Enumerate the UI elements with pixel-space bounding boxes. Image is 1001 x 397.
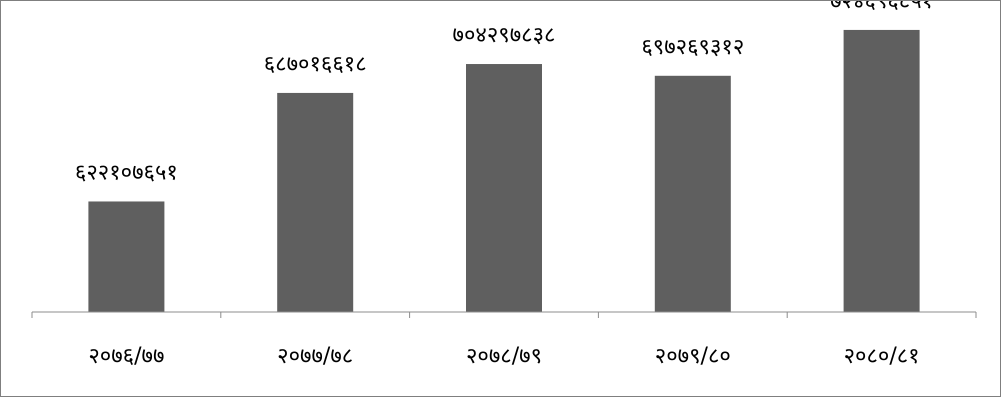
bar xyxy=(654,75,731,313)
x-axis-tick-label: २०७६/७७ xyxy=(88,344,164,369)
x-axis-tick-label: २०७९/८० xyxy=(655,344,731,369)
bar-data-label: ७०४२९७८३८ xyxy=(453,23,556,48)
bar xyxy=(88,201,165,312)
x-axis-tick-label: २०७८/७९ xyxy=(466,344,542,369)
bar-data-label: ६९७२६९३१२ xyxy=(641,35,744,60)
bar xyxy=(466,64,542,312)
x-axis-tick-label: २०८०/८१ xyxy=(844,344,920,369)
data-labels-group: ६२२१०७६५१ ६८७०१६६१८ ७०४२९७८३८ ६९७२६९३१२ ७२४६… xyxy=(75,1,933,185)
bar-data-label: ६८७०१६६१८ xyxy=(264,52,367,77)
bar-data-label: ७२४६९६८५१ xyxy=(830,1,933,14)
bar xyxy=(277,92,354,313)
bar-data-label: ६२२१०७६५१ xyxy=(75,160,178,185)
x-axis-tick-labels: २०७६/७७ २०७७/७८ २०७८/७९ २०७९/८० २०८०/८१ xyxy=(88,344,919,369)
bars-group xyxy=(88,29,920,313)
x-axis-tick-label: २०७७/७८ xyxy=(277,344,353,369)
bar xyxy=(843,29,920,312)
x-axis-ticks xyxy=(31,312,977,318)
